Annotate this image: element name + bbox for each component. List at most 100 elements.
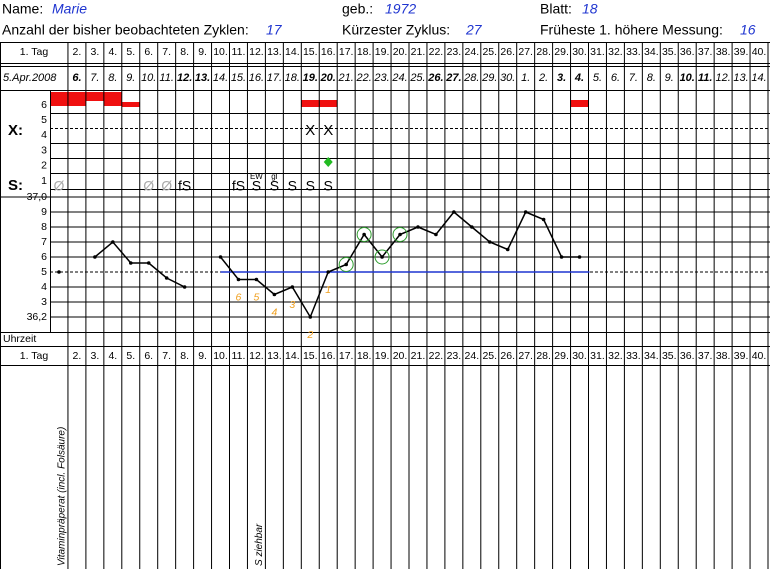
bleeding	[104, 92, 122, 106]
day-label: 37.	[698, 46, 713, 58]
temperature-point	[470, 225, 474, 229]
date-label: 12.	[715, 72, 730, 84]
note: Vitaminpräperat (incl. Folsäure)	[57, 427, 68, 566]
date-label: 25.	[409, 72, 425, 84]
temperature-point	[93, 255, 97, 259]
date-label: 15.	[231, 72, 246, 84]
day-label: 12.	[249, 350, 264, 362]
count-label: 6	[236, 291, 242, 303]
day-label: 8.	[180, 350, 189, 362]
day-label: 31.	[590, 46, 605, 58]
temperature-point	[541, 217, 546, 222]
value: 18	[582, 1, 598, 17]
label: Früheste 1. höhere Messung:	[540, 22, 723, 38]
day-label: 34.	[644, 46, 659, 58]
day-label: 27.	[518, 350, 533, 362]
day-label: 14.	[285, 46, 300, 58]
day-label: 11.	[232, 46, 246, 58]
date-label: 9.	[126, 72, 135, 84]
date-label: 11.	[159, 72, 173, 84]
scale-label: 6	[41, 99, 47, 111]
day-label: 40.	[752, 46, 767, 58]
mucus-label: S	[270, 178, 279, 194]
day-label: 24.	[465, 350, 480, 362]
day-label: 7.	[162, 350, 171, 362]
scale-label: 3	[41, 144, 47, 156]
day-label: 33.	[626, 350, 641, 362]
temperature-point	[182, 285, 187, 289]
day-label: 38.	[716, 350, 731, 362]
day-label: 24.	[465, 46, 480, 58]
day-label: 1. Tag	[20, 46, 49, 58]
day-label: 4.	[108, 350, 117, 362]
date-label: 22.	[355, 72, 371, 84]
mucus-label: Ø	[143, 178, 154, 194]
date-label: 1.	[521, 72, 530, 84]
day-label: 13.	[267, 350, 282, 362]
day-label: 22.	[429, 350, 444, 362]
day-label: 33.	[626, 46, 641, 58]
day-label: 13.	[267, 46, 282, 58]
temperature-point	[559, 255, 564, 259]
mucus-label: S	[324, 178, 333, 194]
day-label: 21.	[411, 46, 426, 58]
date-label: 16.	[249, 72, 264, 84]
mucus-label: fS	[178, 178, 191, 194]
day-label: 6.	[144, 350, 153, 362]
temperature-point	[326, 270, 331, 274]
day-label: 21.	[411, 350, 426, 362]
day-label: 6.	[144, 46, 153, 58]
value: 1972	[385, 1, 416, 17]
day-label: 25.	[482, 350, 497, 362]
day-label: 19.	[375, 46, 390, 58]
scale-label: 4	[41, 129, 47, 141]
date-label: 20.	[320, 72, 336, 84]
y-tick-label: 36,2	[27, 311, 48, 323]
day-label: 11.	[232, 350, 246, 362]
y-tick-label: 9	[41, 206, 47, 218]
value: 16	[740, 22, 756, 38]
day-label: 16.	[321, 46, 336, 58]
count-label: 2	[306, 329, 313, 341]
date-label: 6.	[611, 72, 620, 84]
label: Blatt:	[540, 1, 572, 17]
day-label: 26.	[500, 350, 515, 362]
date-label: 23.	[373, 72, 389, 84]
date-label: 7.	[90, 72, 99, 84]
day-label: 9.	[198, 350, 207, 362]
day-label: 36.	[680, 350, 695, 362]
temperature-point	[254, 277, 259, 282]
date-label: 14.	[751, 72, 766, 84]
temperature-point	[308, 315, 313, 319]
day-label: 20.	[393, 46, 408, 58]
x-mark: X	[305, 122, 315, 139]
date-label: 21.	[338, 72, 354, 84]
label: geb.:	[342, 1, 373, 17]
day-label: 25.	[482, 46, 497, 58]
day-label: 20.	[393, 350, 408, 362]
day-label: 10.	[213, 46, 228, 58]
date-label: 13.	[195, 72, 210, 84]
day-label: 23.	[447, 350, 462, 362]
y-tick-label: 7	[41, 236, 47, 248]
date-label: 11.	[698, 72, 712, 84]
day-label: 26.	[500, 46, 515, 58]
date-label: 6.	[72, 72, 81, 84]
count-label: 3	[289, 299, 295, 311]
temperature-point	[362, 232, 366, 237]
mucus-label: S	[306, 178, 315, 194]
day-label: 38.	[716, 46, 731, 58]
day-label: 2.	[73, 350, 82, 362]
date-label: 8.	[108, 72, 117, 84]
circled-value	[374, 249, 390, 265]
temperature-point	[290, 285, 295, 289]
temperature-point	[272, 292, 277, 297]
day-label: 27.	[518, 46, 533, 58]
day-label: 2.	[73, 46, 82, 58]
date-label: 17.	[267, 72, 282, 84]
date-label: 27.	[445, 72, 461, 84]
bleeding	[86, 92, 104, 101]
day-label: 35.	[662, 46, 677, 58]
date-label: 2.	[538, 72, 548, 84]
